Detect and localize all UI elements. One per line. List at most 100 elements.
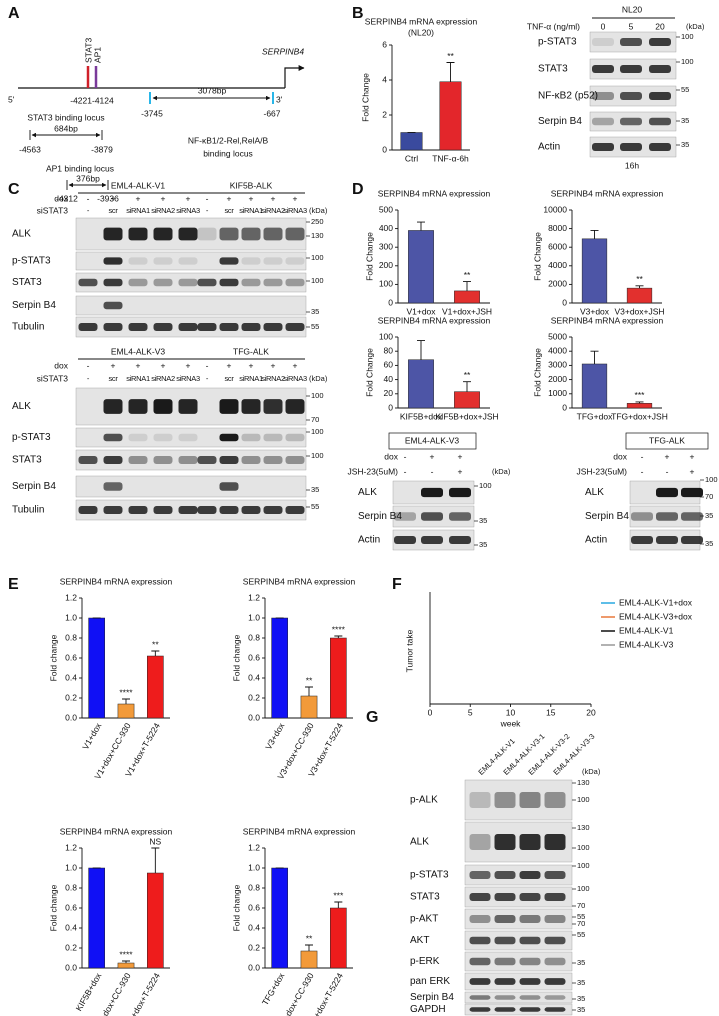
band xyxy=(197,278,217,287)
band xyxy=(241,323,261,331)
y-tick-label: 400 xyxy=(379,223,393,233)
nfkb-start-label: -3745 xyxy=(141,108,163,118)
dox-lane: + xyxy=(227,360,232,370)
y-axis-label: Tumor take xyxy=(404,629,414,672)
sistat3-lane: siRNA3 xyxy=(176,374,200,383)
y-axis-label: Fold change xyxy=(231,634,241,681)
band xyxy=(79,228,98,241)
lane-label: 0 xyxy=(601,21,606,31)
x-tick-label: KIF5B+dox+JSH xyxy=(435,411,498,421)
band xyxy=(519,893,541,901)
band xyxy=(494,792,516,808)
blot-row xyxy=(464,951,573,972)
band xyxy=(263,456,283,464)
band xyxy=(241,506,261,514)
kda-marker: 100 xyxy=(311,451,324,460)
chart-title: SERPINB4 mRNA expression xyxy=(551,315,664,325)
chart-title: SERPINB4 mRNA expression xyxy=(551,188,664,198)
band xyxy=(469,893,491,901)
band xyxy=(264,302,283,310)
band xyxy=(128,227,148,241)
band xyxy=(103,482,123,491)
band xyxy=(178,323,198,331)
band xyxy=(519,957,541,966)
bar xyxy=(88,867,105,969)
error-bar xyxy=(590,350,599,364)
y-tick-label: 2 xyxy=(382,109,387,119)
sistat3-lane: - xyxy=(206,206,209,215)
x-axis-label: week xyxy=(500,718,522,728)
sistat3-lane: siRNA2 xyxy=(261,374,285,383)
y-tick-label: 3000 xyxy=(548,360,567,370)
band xyxy=(154,302,173,310)
y-tick-label: 2000 xyxy=(548,374,567,384)
y-tick-label: 1.2 xyxy=(248,592,260,602)
band xyxy=(592,65,614,73)
kda-marker: 35 xyxy=(479,540,487,549)
dox-lane: - xyxy=(206,193,209,203)
panel-label: C xyxy=(8,181,20,198)
lane-label: 5 xyxy=(629,21,634,31)
dox-lane: + xyxy=(161,193,166,203)
error-bar xyxy=(635,285,644,289)
jsh-lane: + xyxy=(690,466,695,476)
band xyxy=(220,302,239,310)
kda-unit: (kDa) xyxy=(309,206,328,215)
blot-row-label: p-ERK xyxy=(410,956,440,967)
jsh-lane: - xyxy=(641,466,644,476)
band xyxy=(128,278,148,287)
band xyxy=(469,1007,491,1012)
band xyxy=(241,227,261,241)
band xyxy=(241,456,261,464)
sistat3-lane: siRNA1 xyxy=(126,374,150,383)
significance: ** xyxy=(306,933,313,943)
kda-marker: 35 xyxy=(577,1005,585,1014)
dox-label: dox xyxy=(613,451,627,461)
blot-row xyxy=(75,427,307,448)
kda-marker: 35 xyxy=(705,511,713,520)
blot-row-label: AKT xyxy=(410,935,429,946)
y-tick-label: 0 xyxy=(388,402,393,412)
x-tick-label: 15 xyxy=(546,707,556,717)
band xyxy=(198,257,217,264)
blot-row-label: Serpin B4 xyxy=(538,116,582,127)
error-bar xyxy=(417,340,425,360)
blot-row-label: NF-κB2 (p52) xyxy=(538,91,598,102)
kda-unit: (kDa) xyxy=(309,374,328,383)
bar xyxy=(300,950,318,969)
band xyxy=(494,834,516,850)
kda-marker: 100 xyxy=(577,795,590,804)
stat3-end: -3879 xyxy=(91,144,113,154)
blot-row-label: p-AKT xyxy=(410,914,438,925)
sistat3-lane: siRNA3 xyxy=(283,374,307,383)
band xyxy=(219,433,239,442)
x-tick-label: V1+dox+JSH xyxy=(442,306,492,316)
band xyxy=(285,456,305,464)
error-bar xyxy=(463,281,471,291)
band xyxy=(103,323,123,331)
band xyxy=(649,117,671,126)
band xyxy=(241,278,261,287)
y-tick-label: 0.8 xyxy=(65,882,77,892)
kda-marker: 100 xyxy=(311,253,324,262)
band xyxy=(178,433,198,442)
tss-arrow xyxy=(284,65,305,88)
y-tick-label: 1.2 xyxy=(248,842,260,852)
bar xyxy=(626,403,653,409)
chart-title: SERPINB4 mRNA expression xyxy=(60,826,173,836)
group-header: KIF5B-ALK xyxy=(230,180,273,190)
blot-row xyxy=(464,779,573,821)
blot-row xyxy=(464,991,573,1004)
band xyxy=(263,399,283,414)
dox-lane: + xyxy=(111,360,116,370)
kda-marker: 55 xyxy=(311,502,319,511)
y-tick-label: 0.4 xyxy=(65,672,77,682)
significance: ** xyxy=(447,51,454,61)
y-axis-label: Fold Change xyxy=(532,348,542,397)
band xyxy=(178,227,198,241)
band xyxy=(78,456,98,464)
stat3-start: -4563 xyxy=(19,144,41,154)
nfkb-label: NF-κB1/2-Rel,RelA/B xyxy=(188,135,269,145)
band xyxy=(198,399,217,414)
